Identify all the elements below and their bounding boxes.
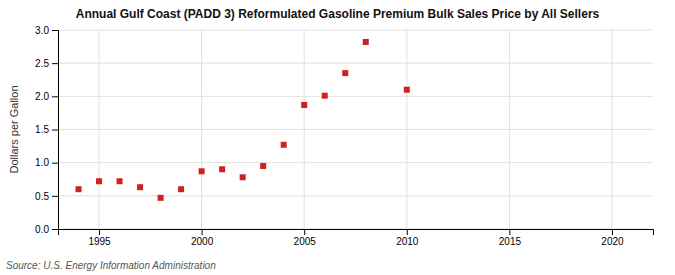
point [342, 70, 348, 76]
grid-line [58, 129, 653, 130]
x-tick: 2000 [191, 229, 214, 247]
y-tick-mark [52, 63, 58, 64]
y-tick-mark [52, 130, 58, 131]
y-tick: 0.5 [35, 191, 58, 202]
point [322, 93, 328, 99]
grid-line [99, 30, 100, 229]
x-tick: 2005 [294, 229, 317, 247]
grid-line [58, 195, 653, 196]
y-tick-label: 2.0 [35, 91, 49, 102]
plot-area: 1995 2000 2005 2010 2015 2020 0.0 0.5 1.0 1.5 2.0 2… [35, 25, 653, 247]
point [117, 178, 123, 184]
x-axis: 1995 2000 2005 2010 2015 2020 [59, 229, 654, 247]
y-tick: 3.0 [35, 25, 58, 36]
point [281, 142, 287, 148]
source: Source: U.S. Energy Information Administ… [6, 260, 216, 271]
x-tick-label: 2010 [396, 236, 419, 247]
grid-line [58, 96, 653, 97]
x-tick-label: 2020 [601, 236, 624, 247]
y-tick-label: 2.5 [35, 58, 49, 69]
grid-line [58, 63, 653, 64]
x-tick-mark [407, 229, 408, 235]
point [260, 163, 266, 169]
grid-line [509, 30, 510, 229]
x-tick: 1995 [88, 229, 111, 247]
y-tick-mark [52, 196, 58, 197]
y-tick-label: 0.0 [35, 224, 49, 235]
point [219, 166, 225, 172]
x-tick-mark [99, 229, 100, 235]
y-axis-line [52, 31, 59, 230]
x-tick-label: 1995 [88, 236, 111, 247]
y-tick-mark [52, 30, 58, 31]
point [199, 168, 205, 174]
x-axis-line [59, 230, 654, 236]
y-tick: 1.5 [35, 124, 58, 135]
grid-line [304, 30, 305, 229]
grid-line [611, 30, 612, 229]
y-tick: 0.0 [35, 224, 58, 235]
point [158, 195, 164, 201]
points [76, 39, 410, 201]
grid-line [406, 30, 407, 229]
point [96, 178, 102, 184]
point [404, 87, 410, 93]
point [301, 102, 307, 108]
point [240, 174, 246, 180]
y-tick-label: 1.0 [35, 157, 49, 168]
x-tick: 2020 [601, 229, 624, 247]
point [363, 39, 369, 45]
y-tick-label: 0.5 [35, 191, 49, 202]
point [137, 184, 143, 190]
x-tick-mark [202, 229, 203, 235]
y-tick-mark [52, 96, 58, 97]
x-tick: 2015 [499, 229, 522, 247]
y-tick: 2.5 [35, 58, 58, 69]
y-tick: 1.0 [35, 157, 58, 168]
x-tick-label: 2015 [499, 236, 522, 247]
point [76, 186, 82, 192]
y-tick-label: 3.0 [35, 25, 49, 36]
grid-line [58, 162, 653, 163]
grid-line [201, 30, 202, 229]
point [178, 186, 184, 192]
y-tick: 2.0 [35, 91, 58, 102]
x-tick: 2010 [396, 229, 419, 247]
chart: 1995 2000 2005 2010 2015 2020 0.0 0.5 1.0 1.5 2.0 2… [0, 0, 675, 275]
y-axis: 0.0 0.5 1.0 1.5 2.0 2.5 3.0 [35, 25, 58, 235]
x-tick-label: 2005 [294, 236, 317, 247]
x-tick-mark [612, 229, 613, 235]
x-tick-label: 2000 [191, 236, 214, 247]
title: Annual Gulf Coast (PADD 3) Reformulated … [76, 7, 600, 21]
y-tick-label: 1.5 [35, 124, 49, 135]
grid-line [58, 30, 653, 31]
y-tick-mark [52, 229, 58, 230]
grid [58, 30, 653, 229]
y-tick-mark [52, 163, 58, 164]
x-tick-mark [304, 229, 305, 235]
x-tick-mark [509, 229, 510, 235]
y-axis-title: Dollars per Gallon [8, 85, 20, 173]
